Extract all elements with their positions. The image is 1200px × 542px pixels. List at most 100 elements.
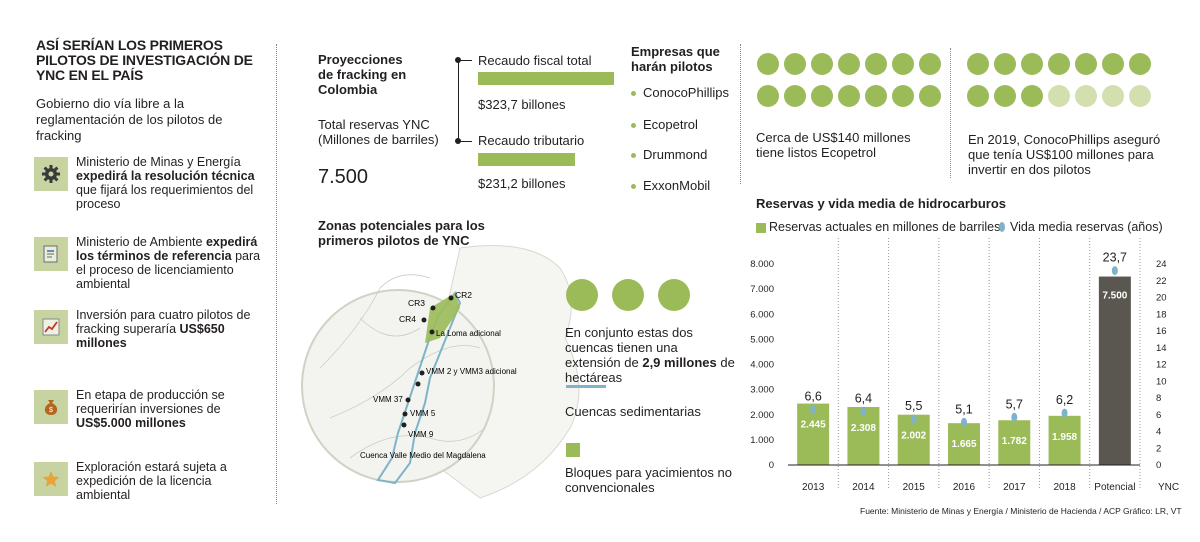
bar-value-label: 1.665 [951,439,976,450]
tax-bar [478,153,576,166]
legend-dot-swatch [999,222,1005,232]
investment-dot [919,85,941,107]
bar-value-label: 1.958 [1052,432,1077,443]
life-dot [860,406,867,416]
x-tick-label: 2018 [1053,482,1076,493]
source-text: Fuente: Ministerio de Minas y Energía / … [860,506,1182,516]
x-tick-label: 2017 [1003,482,1026,493]
investment-dot [1102,53,1124,75]
life-dot [1061,408,1068,418]
bar-value-label: 1.782 [1002,436,1027,447]
star-icon [34,462,68,496]
reserves-value: 7.500 [318,166,369,188]
life-dot [1011,412,1018,422]
bar [998,420,1031,465]
life-dot [910,414,917,424]
y-tick-label: 8.000 [750,259,774,270]
y2-tick-label: 12 [1156,360,1167,371]
investment-dot [838,53,860,75]
step-minas: Ministerio de Minas y Energía expedirá l… [34,155,266,211]
block-legend-text: Bloques para yacimientos no convencional… [565,465,732,495]
y-tick-label: 6.000 [750,309,774,320]
map-label-vmm5: VMM 5 [410,409,436,418]
bracket-tick [458,141,472,142]
step-inversion: Inversión para cuatro pilotos de frackin… [34,308,266,350]
x-tick-label: 2013 [802,482,825,493]
life-dot [810,405,817,415]
investment-dot [919,53,941,75]
investment-dot [892,85,914,107]
legend-dot-text: Vida media reservas (años) [1010,220,1163,234]
legend-bar-swatch [756,223,766,233]
ecopetrol-text: Cerca de US$140 millones tiene listos Ec… [756,130,911,160]
bar [948,423,980,465]
investment-dot [1129,53,1151,75]
map-label-cr3: CR3 [408,298,425,308]
y-tick-label: 2.000 [750,410,774,421]
life-dot [961,417,967,427]
investment-dot [757,53,779,75]
y-tick-label: 5.000 [750,334,774,345]
investment-dot [865,85,887,107]
main-title: ASÍ SERÍAN LOS PRIMEROS PILOTOS DE INVES… [36,37,253,83]
map-label-cr4: CR4 [399,314,416,324]
basin-legend-text: Cuencas sedimentarias [565,404,701,419]
investment-dot [1021,53,1043,75]
y2-tick-label: 14 [1156,343,1167,354]
bar-value-label: 7.500 [1102,291,1127,302]
conoco-text: En 2019, ConocoPhillips aseguró que tení… [968,132,1161,177]
map-label-vmm9: VMM 9 [408,430,434,439]
investment-dot [1048,85,1070,107]
investment-dot [892,53,914,75]
fiscal-label: Recaudo fiscal total [478,53,592,68]
investment-dot [811,53,833,75]
investment-dot [1129,85,1151,107]
life-dot [1111,266,1118,276]
right-axis-label: YNC [1158,482,1179,493]
chart-title: Reservas y vida media de hidrocarburos [756,196,1006,211]
x-tick-label: 2015 [903,482,926,493]
investment-dot [784,85,806,107]
y-tick-label: 0 [769,460,774,471]
x-tick-label: 2014 [852,482,875,493]
fiscal-bar [478,72,614,85]
fiscal-value: $323,7 billones [478,97,566,112]
step-ambiente: Ministerio de Ambiente expedirá los térm… [34,235,266,291]
y-tick-label: 3.000 [750,385,774,396]
tax-value: $231,2 billones [478,176,566,191]
hectare-dot [612,279,644,311]
block-legend-swatch [566,443,580,457]
map-label-vmm2: VMM 2 y VMM3 adicional [426,367,517,376]
map-label-cr2: CR2 [455,290,472,300]
investment-dot [811,85,833,107]
step-exploracion: Exploración estará sujeta a expedición d… [34,460,266,502]
y2-tick-label: 2 [1156,443,1161,454]
step-produccion: $ En etapa de producción se requerirían … [34,388,266,430]
map-label-vmm37: VMM 37 [373,395,403,404]
life-value-label: 5,1 [955,402,972,416]
investment-dot [757,85,779,107]
life-value-label: 6,4 [855,391,872,405]
company-item: ConocoPhillips [631,85,729,100]
intro-text: Gobierno dio vía libre a la reglamentaci… [36,96,223,143]
bar [1098,276,1131,465]
investment-dot [838,85,860,107]
investment-dot [994,85,1016,107]
step-text: En etapa de producción se requerirían in… [76,388,225,430]
investment-dot [1102,85,1124,107]
hectare-dot [658,279,690,311]
y2-tick-label: 10 [1156,376,1167,387]
hectare-dot [566,279,598,311]
investment-dot [1048,53,1070,75]
y2-tick-label: 18 [1156,309,1167,320]
bar-value-label: 2.445 [801,420,826,431]
bracket-tick [458,60,472,61]
map-label-la-loma: La Loma adicional [436,329,501,338]
x-tick-label: 2016 [953,482,976,493]
life-value-label: 23,7 [1103,251,1127,265]
life-value-label: 5,5 [905,399,922,413]
bracket-line [458,60,459,142]
colombia-map: CR2 CR3 CR4 La Loma adicional VMM 2 y VM… [301,245,580,499]
chart-up-icon [34,310,68,344]
svg-text:$: $ [49,407,53,414]
